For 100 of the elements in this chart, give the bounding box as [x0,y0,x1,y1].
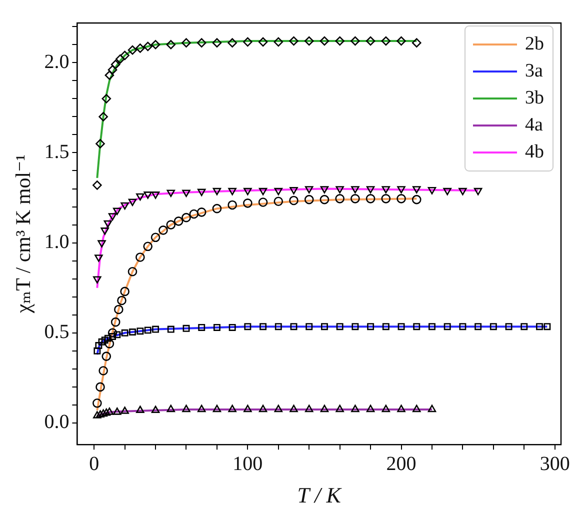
point [352,323,359,330]
point [104,339,114,348]
point [443,188,452,196]
point [490,323,497,330]
point [143,242,152,252]
point [536,323,543,330]
y-axis-title: χₘT / cm³ K mol⁻¹ [11,154,36,314]
point [212,404,222,412]
x-tick-label: 100 [232,452,263,475]
x-axis-title: T / K [297,482,342,508]
point [366,186,375,194]
point [94,254,103,262]
legend-label: 4a [525,114,544,136]
y-tick-label: 0.5 [44,321,70,344]
point [228,324,236,331]
point [95,342,102,349]
point [289,36,298,46]
point [396,36,406,46]
point [336,323,344,330]
point [99,409,108,417]
point [167,326,174,333]
point [244,404,252,412]
point [382,186,390,194]
point [366,36,376,46]
point [228,38,237,48]
point [151,406,160,414]
x-tick-label: 300 [540,452,570,475]
point [100,228,109,235]
point [166,190,176,198]
point [367,323,374,330]
point [120,50,130,60]
point [413,323,420,330]
point [152,326,160,333]
point [366,194,376,204]
point [258,188,268,196]
y-tick-label: 1.0 [44,231,70,254]
point [114,304,124,314]
y-tick-label: 2.0 [44,50,70,73]
point [335,194,344,204]
point [110,317,120,327]
point [94,347,101,354]
y-tick-label: 0.0 [44,411,70,434]
point [258,37,268,47]
point [182,38,191,48]
point [320,404,329,412]
point [102,94,112,104]
point [196,208,206,217]
point [459,323,466,330]
point [428,404,436,412]
point [197,404,206,412]
point [108,213,117,220]
point [120,406,129,414]
point [189,209,199,219]
point [258,198,268,207]
legend-label: 3b [525,87,544,108]
point [136,406,144,414]
point [290,323,298,330]
point [306,323,313,330]
point [144,326,152,334]
point [444,323,451,330]
point [289,196,298,206]
point [350,194,360,204]
point [412,186,421,194]
point [320,323,328,330]
point [93,411,102,418]
point [143,42,152,52]
point [544,323,551,330]
point [101,336,108,344]
point [520,323,528,330]
point [128,198,137,206]
point [197,188,206,196]
point [120,286,130,296]
point [104,220,112,228]
point [320,36,330,46]
point [98,112,108,122]
legend-label: 2b [525,33,544,54]
point [274,196,284,206]
point [213,324,220,331]
point [96,382,105,392]
x-tick-label: 200 [386,452,416,475]
point [290,187,298,194]
point [274,188,283,196]
point [198,324,206,331]
point [96,410,104,418]
point [150,40,160,50]
point [212,38,222,48]
point [258,404,268,412]
point [398,323,405,330]
point [336,404,344,412]
point [182,324,190,332]
point [243,37,252,47]
point [98,366,108,376]
point [104,334,112,342]
point [92,180,102,190]
point [196,38,206,48]
point [129,328,136,336]
point [105,408,114,415]
point [396,194,406,204]
point [136,44,145,53]
point [158,226,168,235]
